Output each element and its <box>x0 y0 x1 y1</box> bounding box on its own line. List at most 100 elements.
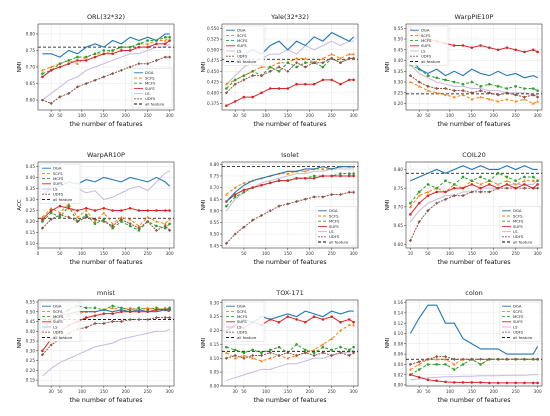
x-tick-label: 250 <box>512 251 520 256</box>
series-udfs-point <box>514 357 518 361</box>
legend-label: MCFS <box>53 314 64 319</box>
series-sufs-point <box>295 82 298 86</box>
y-tick-label: 0.20 <box>26 219 36 224</box>
series-sufs-point <box>268 87 272 90</box>
series-mcfs-point <box>41 220 44 223</box>
legend-label: SCFS <box>53 309 63 314</box>
series-scfs-point <box>146 42 150 45</box>
x-tick-label: 100 <box>78 113 86 118</box>
series-udfs-point <box>251 74 255 78</box>
plot-frame <box>221 299 359 387</box>
legend-label: LS <box>329 229 334 234</box>
y-tick-label: 0.40 <box>26 175 36 180</box>
series-scfs-point <box>128 217 132 221</box>
series-sufs-point <box>452 44 456 47</box>
y-tick-label: 0.75 <box>26 48 36 53</box>
series-scfs-point <box>128 306 132 309</box>
legend-label: MCFS <box>421 38 432 43</box>
series-udfs-point <box>417 80 421 84</box>
series-sufs-line <box>226 175 354 202</box>
series-scfs-point <box>168 217 172 221</box>
series-mcfs-point <box>233 348 237 352</box>
series-udfs-line <box>410 75 538 98</box>
series-udfs-point <box>505 186 509 190</box>
series-mcfs-point <box>128 45 132 49</box>
series-scfs-point <box>163 222 167 225</box>
series-sufs-point <box>242 95 246 99</box>
x-axis-label: the number of features <box>70 397 143 404</box>
series-udfs-point <box>233 232 237 236</box>
y-axis-label: NMI <box>17 337 23 348</box>
series-sufs-point <box>330 315 333 318</box>
series-sufs-point <box>128 49 132 52</box>
y-tick-label: 0.75 <box>394 186 404 191</box>
subplot-6: COIL20 0.60 0.65 0.70 0.75 0.80 10 50 100 150 200 2… <box>385 151 543 266</box>
series-mcfs-point <box>233 195 237 199</box>
series-udfs-point <box>478 190 483 194</box>
series-sufs-point <box>496 381 500 385</box>
series-sufs-point <box>523 381 526 385</box>
series-scfs-point <box>286 172 290 175</box>
series-scfs-point <box>487 97 491 101</box>
series-mcfs-point <box>67 204 71 208</box>
series-sufs-point <box>470 381 474 384</box>
series-scfs-point <box>49 65 53 69</box>
series-mcfs-line <box>410 64 538 92</box>
series-mcfs-line <box>409 172 538 204</box>
y-tick-label: 0.70 <box>394 204 404 209</box>
series-mcfs-point <box>58 62 62 65</box>
y-tick-label: 0.60 <box>26 98 36 103</box>
series-mcfs-point <box>514 85 517 88</box>
series-udfs-line <box>226 57 354 94</box>
series-mcfs-line <box>42 305 170 332</box>
series-mcfs-point <box>452 368 456 371</box>
series-sufs-point <box>93 55 97 59</box>
x-tick-label: 300 <box>534 389 542 394</box>
series-sufs-point <box>137 209 141 212</box>
series-sufs-point <box>111 52 114 56</box>
series-udfs-point <box>470 357 474 361</box>
series-udfs-point <box>146 317 150 322</box>
series-scfs-point <box>233 356 237 360</box>
series-udfs-point <box>347 56 351 60</box>
series-udfs-point <box>110 224 115 228</box>
series-scfs-point <box>444 93 447 97</box>
series-udfs-point <box>128 317 132 322</box>
series-udfs-point <box>522 357 527 361</box>
y-tick-label: 0.08 <box>394 341 404 346</box>
series-mcfs-point <box>304 61 307 64</box>
y-tick-label: 0.50 <box>26 309 36 314</box>
legend-label: LS <box>513 324 518 329</box>
series-sufs-point <box>76 59 79 62</box>
series-udfs-point <box>536 357 540 361</box>
series-mcfs-point <box>536 179 539 182</box>
series-sufs-line <box>409 183 538 215</box>
series-sufs-point <box>496 48 500 52</box>
legend-label: DGA <box>53 166 62 171</box>
series-sufs-point <box>536 183 539 186</box>
y-tick-label: 0.25 <box>26 358 36 363</box>
legend-label: SCFS <box>237 309 247 314</box>
series-udfs-point <box>408 362 412 366</box>
series-mcfs-point <box>137 229 141 232</box>
x-axis-label: the number of features <box>70 259 143 266</box>
series-mcfs-point <box>417 368 421 371</box>
x-tick-label: 300 <box>350 113 358 118</box>
x-tick-label: 200 <box>122 389 130 394</box>
series-scfs-point <box>40 68 44 72</box>
x-tick-label: 200 <box>490 389 498 394</box>
series-udfs-point <box>294 353 299 358</box>
series-scfs-point <box>408 80 412 84</box>
y-tick-label: 0.10 <box>394 331 404 336</box>
x-tick-label: 250 <box>328 389 336 394</box>
x-tick-label: 150 <box>284 113 292 118</box>
y-tick-label: 0.65 <box>210 197 220 202</box>
y-tick-label: 0.40 <box>394 58 404 63</box>
x-tick-label: 30 <box>416 389 422 394</box>
series-scfs-point <box>435 357 439 361</box>
series-sufs-point <box>242 188 246 192</box>
legend-label: SUFS <box>513 319 523 324</box>
series-udfs-point <box>242 78 246 82</box>
